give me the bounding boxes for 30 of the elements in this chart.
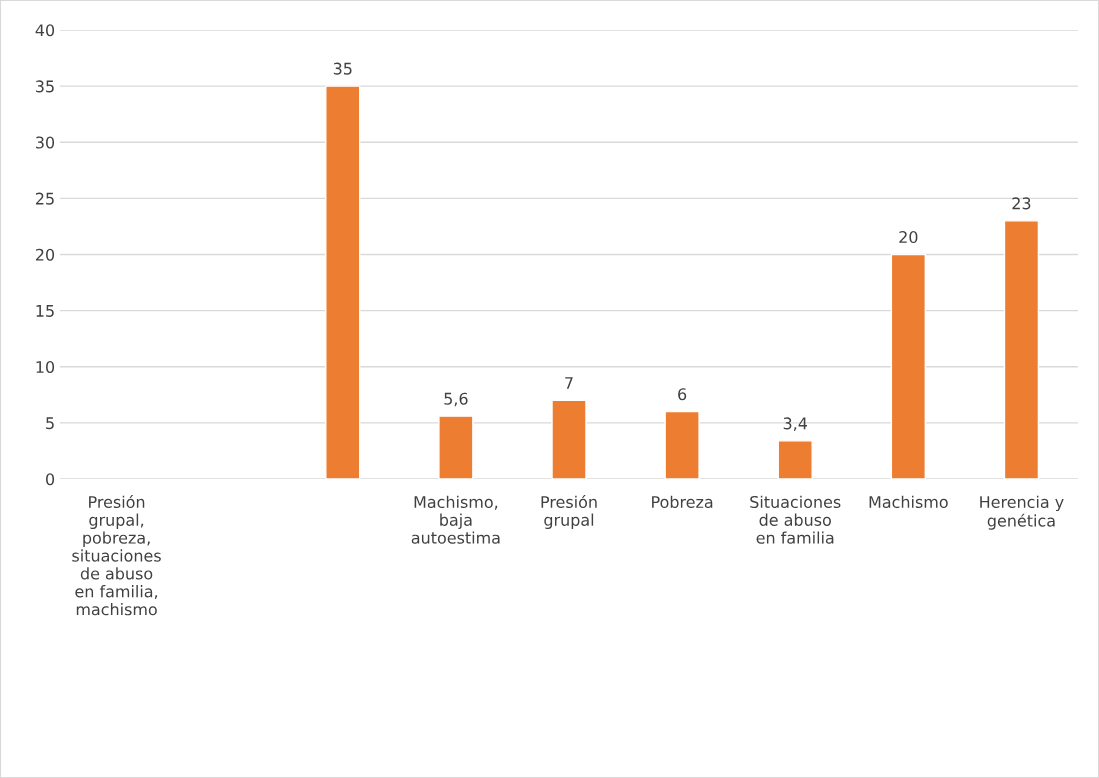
x-tick-label: Herencia y genética <box>980 495 1064 530</box>
data-label: 6 <box>678 388 687 401</box>
bar <box>1003 220 1040 479</box>
y-tick-label: 10 <box>36 360 55 374</box>
bar <box>890 253 926 479</box>
data-label: 23 <box>1012 197 1031 210</box>
bar <box>777 440 813 479</box>
x-tick-label: Pobreza <box>652 495 713 509</box>
bar <box>438 415 474 479</box>
y-tick-label: 5 <box>46 417 54 430</box>
bar <box>551 399 587 479</box>
x-tick-label: Presión grupal, pobreza, situaciones de abuso en familia, machismo <box>72 495 161 616</box>
data-label: 7 <box>565 377 573 389</box>
data-label: 20 <box>899 230 918 244</box>
data-label: 35 <box>333 62 352 75</box>
data-label: 3,4 <box>783 417 808 432</box>
y-tick-label: 30 <box>36 136 55 149</box>
y-tick-label: 35 <box>36 80 54 93</box>
y-tick-label: 0 <box>46 473 55 486</box>
data-label: 5,6 <box>444 392 468 407</box>
y-tick-label: 15 <box>36 305 54 317</box>
x-tick-label: Machismo, baja autoestima <box>411 495 500 544</box>
x-tick-label: Presión grupal <box>541 495 597 530</box>
x-tick-label: Machismo <box>869 495 948 509</box>
y-tick-label: 20 <box>35 248 55 261</box>
x-tick-label: Situaciones de abuso en familia <box>750 495 841 544</box>
y-tick-label: 25 <box>35 192 54 205</box>
bar <box>664 410 700 479</box>
y-tick-label: 40 <box>35 24 55 37</box>
bar <box>325 85 361 479</box>
